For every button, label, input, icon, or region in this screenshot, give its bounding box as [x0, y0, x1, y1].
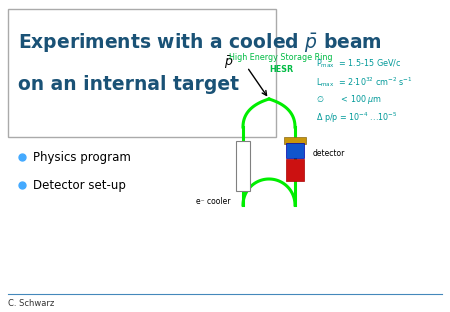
Text: Physics program: Physics program	[33, 150, 131, 163]
Text: Detector set-up: Detector set-up	[33, 178, 126, 192]
Bar	[286, 143, 304, 158]
Text: HESR: HESR	[269, 65, 293, 74]
Text: $\Delta$ p/p = 10$^{-4}$ ...10$^{-5}$: $\Delta$ p/p = 10$^{-4}$ ...10$^{-5}$	[316, 111, 398, 125]
Text: Experiments with a cooled $\bar{p}$ beam: Experiments with a cooled $\bar{p}$ beam	[18, 31, 382, 53]
Bar	[284, 137, 306, 144]
FancyBboxPatch shape	[8, 9, 276, 137]
Text: e⁻ cooler: e⁻ cooler	[196, 197, 230, 206]
Text: $\varnothing$       < 100 $\mu$m: $\varnothing$ < 100 $\mu$m	[316, 94, 382, 106]
Text: $\bar{p}$: $\bar{p}$	[224, 55, 234, 71]
Text: C. Schwarz: C. Schwarz	[8, 300, 54, 309]
Bar	[236, 141, 250, 191]
Text: detector: detector	[313, 149, 346, 158]
Text: P$_{\rm max}$  = 1.5-15 GeV/c: P$_{\rm max}$ = 1.5-15 GeV/c	[316, 58, 401, 70]
Text: on an internal target: on an internal target	[18, 75, 239, 94]
Bar	[286, 159, 304, 181]
Text: L$_{\rm max}$  = 2$\cdot$10$^{32}$ cm$^{-2}$ s$^{-1}$: L$_{\rm max}$ = 2$\cdot$10$^{32}$ cm$^{-…	[316, 75, 413, 89]
Text: High Energy Storage Ring: High Energy Storage Ring	[229, 52, 333, 61]
